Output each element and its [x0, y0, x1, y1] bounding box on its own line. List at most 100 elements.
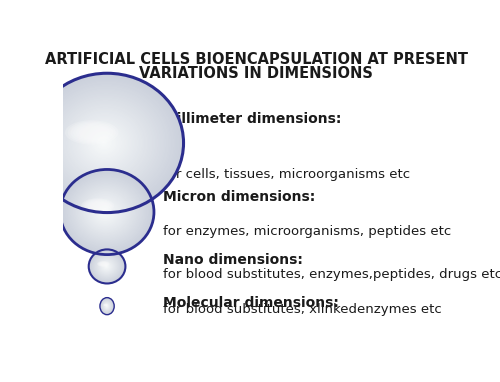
Bar: [63, 85, 65, 201]
Ellipse shape: [97, 257, 116, 275]
Ellipse shape: [100, 298, 114, 314]
Ellipse shape: [72, 180, 142, 244]
Ellipse shape: [76, 116, 134, 170]
Ellipse shape: [92, 252, 122, 281]
Ellipse shape: [98, 259, 114, 274]
Bar: [136, 179, 138, 245]
Ellipse shape: [106, 304, 108, 308]
Bar: [124, 75, 126, 210]
Bar: [80, 177, 82, 247]
Ellipse shape: [104, 304, 108, 306]
Ellipse shape: [69, 178, 144, 246]
Ellipse shape: [105, 304, 109, 309]
Bar: [94, 171, 96, 253]
Bar: [86, 174, 87, 250]
Bar: [110, 170, 112, 254]
Bar: [101, 170, 102, 254]
Bar: [54, 92, 56, 194]
Ellipse shape: [54, 95, 158, 191]
Ellipse shape: [100, 261, 113, 272]
Ellipse shape: [100, 299, 114, 314]
Ellipse shape: [100, 260, 114, 273]
Ellipse shape: [84, 200, 111, 212]
Ellipse shape: [64, 106, 146, 180]
Ellipse shape: [95, 203, 116, 221]
Ellipse shape: [104, 264, 110, 269]
Bar: [111, 73, 113, 212]
Bar: [178, 119, 180, 167]
Bar: [50, 96, 51, 190]
Ellipse shape: [68, 177, 145, 247]
Ellipse shape: [101, 299, 113, 313]
Ellipse shape: [101, 299, 113, 313]
Ellipse shape: [104, 304, 107, 306]
Bar: [88, 173, 90, 251]
Ellipse shape: [80, 188, 132, 236]
Ellipse shape: [101, 263, 106, 265]
Bar: [107, 73, 109, 212]
Ellipse shape: [97, 261, 110, 267]
Bar: [114, 170, 116, 254]
Ellipse shape: [89, 250, 125, 283]
Bar: [144, 187, 146, 237]
Bar: [78, 178, 79, 246]
Ellipse shape: [104, 264, 109, 269]
Ellipse shape: [96, 204, 115, 220]
Ellipse shape: [73, 181, 140, 243]
Bar: [132, 77, 134, 209]
Ellipse shape: [105, 304, 108, 308]
Bar: [116, 74, 118, 212]
Text: VARIATIONS IN DIMENSIONS: VARIATIONS IN DIMENSIONS: [140, 66, 373, 81]
Ellipse shape: [102, 209, 108, 215]
Ellipse shape: [98, 259, 115, 274]
Ellipse shape: [100, 261, 112, 272]
Bar: [170, 105, 172, 181]
Ellipse shape: [39, 81, 174, 204]
Ellipse shape: [86, 201, 109, 211]
Bar: [56, 91, 58, 195]
Ellipse shape: [60, 101, 152, 185]
Ellipse shape: [76, 185, 137, 240]
Ellipse shape: [84, 191, 128, 233]
Ellipse shape: [100, 208, 110, 216]
Bar: [48, 98, 50, 188]
Bar: [118, 171, 119, 253]
Ellipse shape: [90, 251, 124, 282]
Ellipse shape: [102, 262, 112, 271]
Bar: [149, 85, 151, 201]
Ellipse shape: [64, 174, 149, 250]
Ellipse shape: [102, 300, 112, 312]
Bar: [102, 170, 104, 254]
Ellipse shape: [94, 254, 120, 278]
Ellipse shape: [104, 265, 108, 268]
Ellipse shape: [106, 304, 108, 308]
Bar: [60, 205, 62, 219]
Bar: [82, 77, 84, 209]
Ellipse shape: [38, 80, 175, 206]
Bar: [126, 76, 128, 210]
Ellipse shape: [102, 262, 111, 271]
Ellipse shape: [104, 211, 106, 213]
Ellipse shape: [52, 94, 160, 192]
Bar: [127, 174, 128, 250]
Ellipse shape: [102, 301, 112, 312]
Ellipse shape: [102, 301, 112, 312]
Ellipse shape: [86, 126, 124, 160]
Bar: [146, 189, 147, 235]
Ellipse shape: [88, 196, 123, 228]
Bar: [62, 197, 64, 227]
Bar: [121, 172, 122, 253]
Bar: [144, 82, 146, 204]
Bar: [114, 74, 116, 212]
Ellipse shape: [102, 262, 110, 270]
Ellipse shape: [67, 176, 146, 248]
Bar: [65, 84, 67, 202]
Ellipse shape: [52, 93, 161, 193]
Ellipse shape: [66, 107, 145, 179]
Ellipse shape: [70, 179, 144, 245]
Bar: [102, 73, 103, 212]
Ellipse shape: [104, 302, 110, 310]
Ellipse shape: [104, 302, 110, 310]
Ellipse shape: [43, 85, 170, 201]
Ellipse shape: [78, 186, 135, 238]
